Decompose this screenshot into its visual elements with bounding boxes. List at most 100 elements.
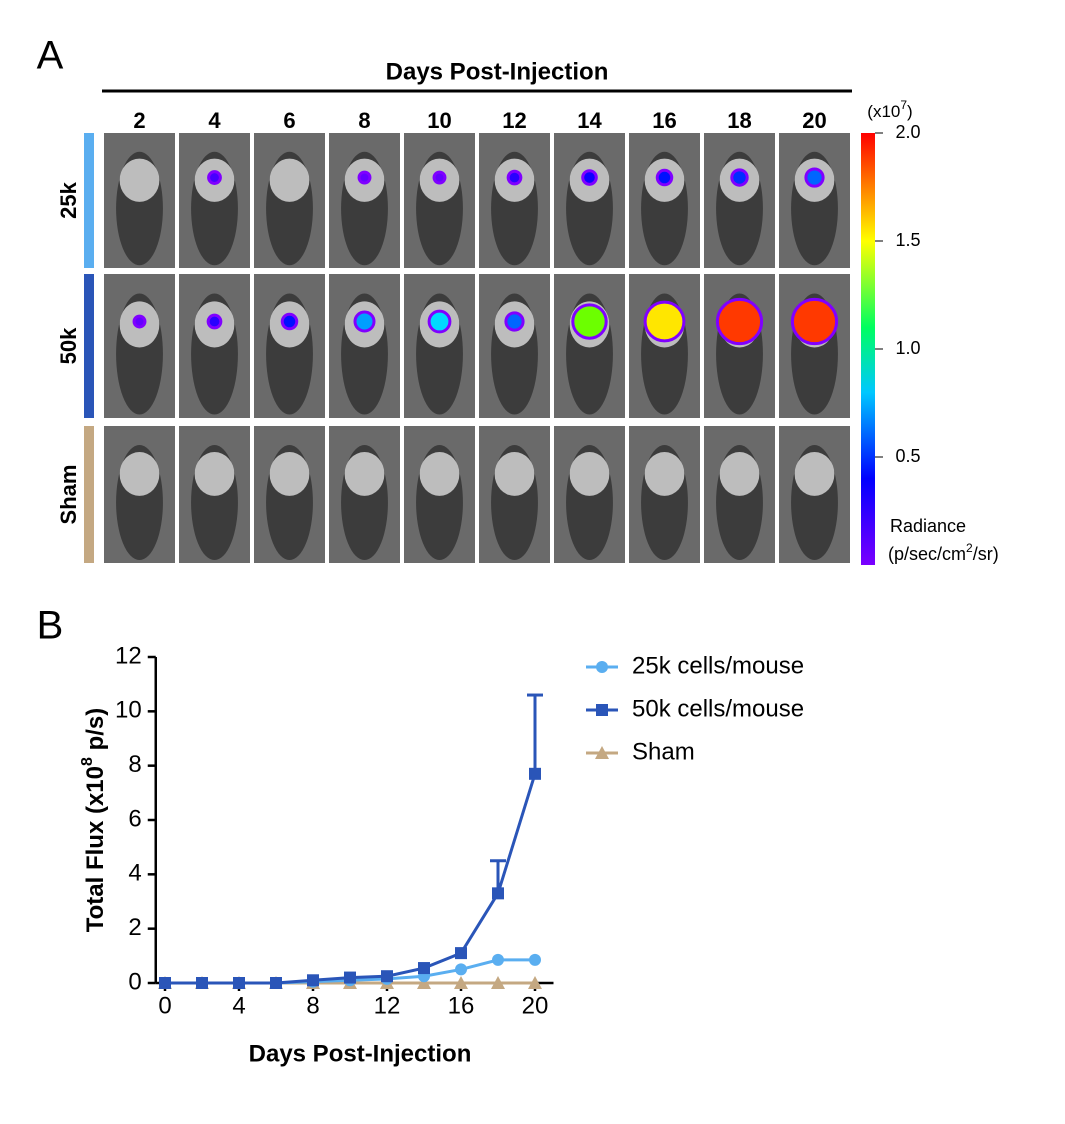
day-label: 10 <box>427 108 451 133</box>
mouse-chest <box>569 452 610 496</box>
row-label: 50k <box>56 327 81 364</box>
signal-blob <box>427 309 452 334</box>
signal-blob <box>353 310 376 333</box>
point <box>492 887 504 900</box>
signal-blob <box>643 300 686 343</box>
mouse-chest <box>344 452 385 496</box>
mouse-chest <box>269 452 310 496</box>
text: p/s) <box>82 708 109 757</box>
y-tick-label: 12 <box>115 642 142 669</box>
day-label: 16 <box>652 108 676 133</box>
colorbar-tick-label: 1.5 <box>895 230 920 250</box>
row-bar <box>84 274 94 418</box>
y-tick-label: 4 <box>128 860 141 887</box>
series-line <box>165 773 537 985</box>
error-bar <box>527 693 543 774</box>
text: 8 <box>79 757 96 766</box>
y-tick-label: 8 <box>128 751 141 778</box>
point <box>596 704 608 716</box>
point <box>381 970 393 983</box>
point <box>492 953 504 966</box>
point <box>307 974 319 987</box>
point <box>159 977 171 989</box>
signal-blob <box>506 169 523 186</box>
point <box>596 661 608 673</box>
day-label: 20 <box>802 108 826 133</box>
legend-label: 50k cells/mouse <box>632 695 804 722</box>
day-label: 6 <box>283 108 295 133</box>
colorbar <box>861 133 875 565</box>
mouse-chest <box>194 452 235 496</box>
point <box>455 963 467 976</box>
y-tick-label: 2 <box>128 914 141 941</box>
mouse-chest <box>719 452 760 496</box>
colorbar-tick-label: 2.0 <box>895 122 920 142</box>
day-label: 14 <box>577 108 602 133</box>
colorbar-unit: (x107) <box>867 98 912 121</box>
x-tick-label: 20 <box>522 992 549 1019</box>
mouse-chest <box>419 452 460 496</box>
mouse-chest <box>794 452 835 496</box>
text: 7 <box>900 98 907 112</box>
point <box>196 977 208 989</box>
mouse-chest <box>644 452 685 496</box>
colorbar-tick-label: 0.5 <box>895 446 920 466</box>
signal-blob <box>655 168 674 187</box>
day-label: 4 <box>208 108 221 133</box>
mouse-chest <box>269 158 310 202</box>
text: (p/sec/cm <box>888 544 966 564</box>
point <box>491 976 505 989</box>
signal-blob <box>357 170 372 185</box>
row-bar <box>84 133 94 268</box>
day-label: 2 <box>133 108 145 133</box>
point <box>595 746 609 759</box>
day-label: 18 <box>727 108 751 133</box>
y-tick-label: 10 <box>115 697 142 724</box>
day-label: 12 <box>502 108 526 133</box>
legend-label: 25k cells/mouse <box>632 652 804 679</box>
row-label: 25k <box>56 181 81 218</box>
y-tick-label: 6 <box>128 805 141 832</box>
colorbar-title: Radiance <box>890 516 966 536</box>
point <box>417 976 431 989</box>
row-label: Sham <box>56 465 81 525</box>
x-tick-label: 8 <box>306 992 319 1019</box>
point <box>418 962 430 975</box>
y-axis-title: Total Flux (x108 p/s) <box>79 708 109 933</box>
signal-blob <box>432 170 447 185</box>
signal-blob <box>132 314 147 329</box>
point <box>529 953 541 966</box>
x-tick-label: 16 <box>448 992 475 1019</box>
x-tick-label: 4 <box>232 992 245 1019</box>
point <box>233 977 245 989</box>
text: Total Flux (x10 <box>82 766 109 932</box>
point <box>528 976 542 989</box>
text: 2 <box>966 541 973 555</box>
mouse-chest <box>119 158 160 202</box>
point <box>454 976 468 989</box>
signal-blob <box>581 169 598 186</box>
text: (x10 <box>867 102 900 121</box>
point <box>344 971 356 984</box>
legend-label: Sham <box>632 738 695 765</box>
signal-blob <box>206 313 223 330</box>
mouse-chest <box>494 452 535 496</box>
signal-blob <box>504 311 525 332</box>
point <box>455 947 467 960</box>
text: /sr) <box>973 544 999 564</box>
y-tick-label: 0 <box>128 968 141 995</box>
day-label: 8 <box>358 108 370 133</box>
header: Days Post-Injection <box>386 58 609 85</box>
x-axis-title: Days Post-Injection <box>249 1040 472 1067</box>
mouse-chest <box>119 452 160 496</box>
text: ) <box>907 102 913 121</box>
row-bar <box>84 426 94 563</box>
colorbar-units: (p/sec/cm2/sr) <box>888 541 999 564</box>
point <box>270 977 282 989</box>
x-tick-label: 0 <box>158 992 171 1019</box>
colorbar-tick-label: 1.0 <box>895 338 920 358</box>
signal-blob <box>730 168 749 187</box>
x-tick-label: 12 <box>374 992 401 1019</box>
signal-blob <box>280 312 299 331</box>
